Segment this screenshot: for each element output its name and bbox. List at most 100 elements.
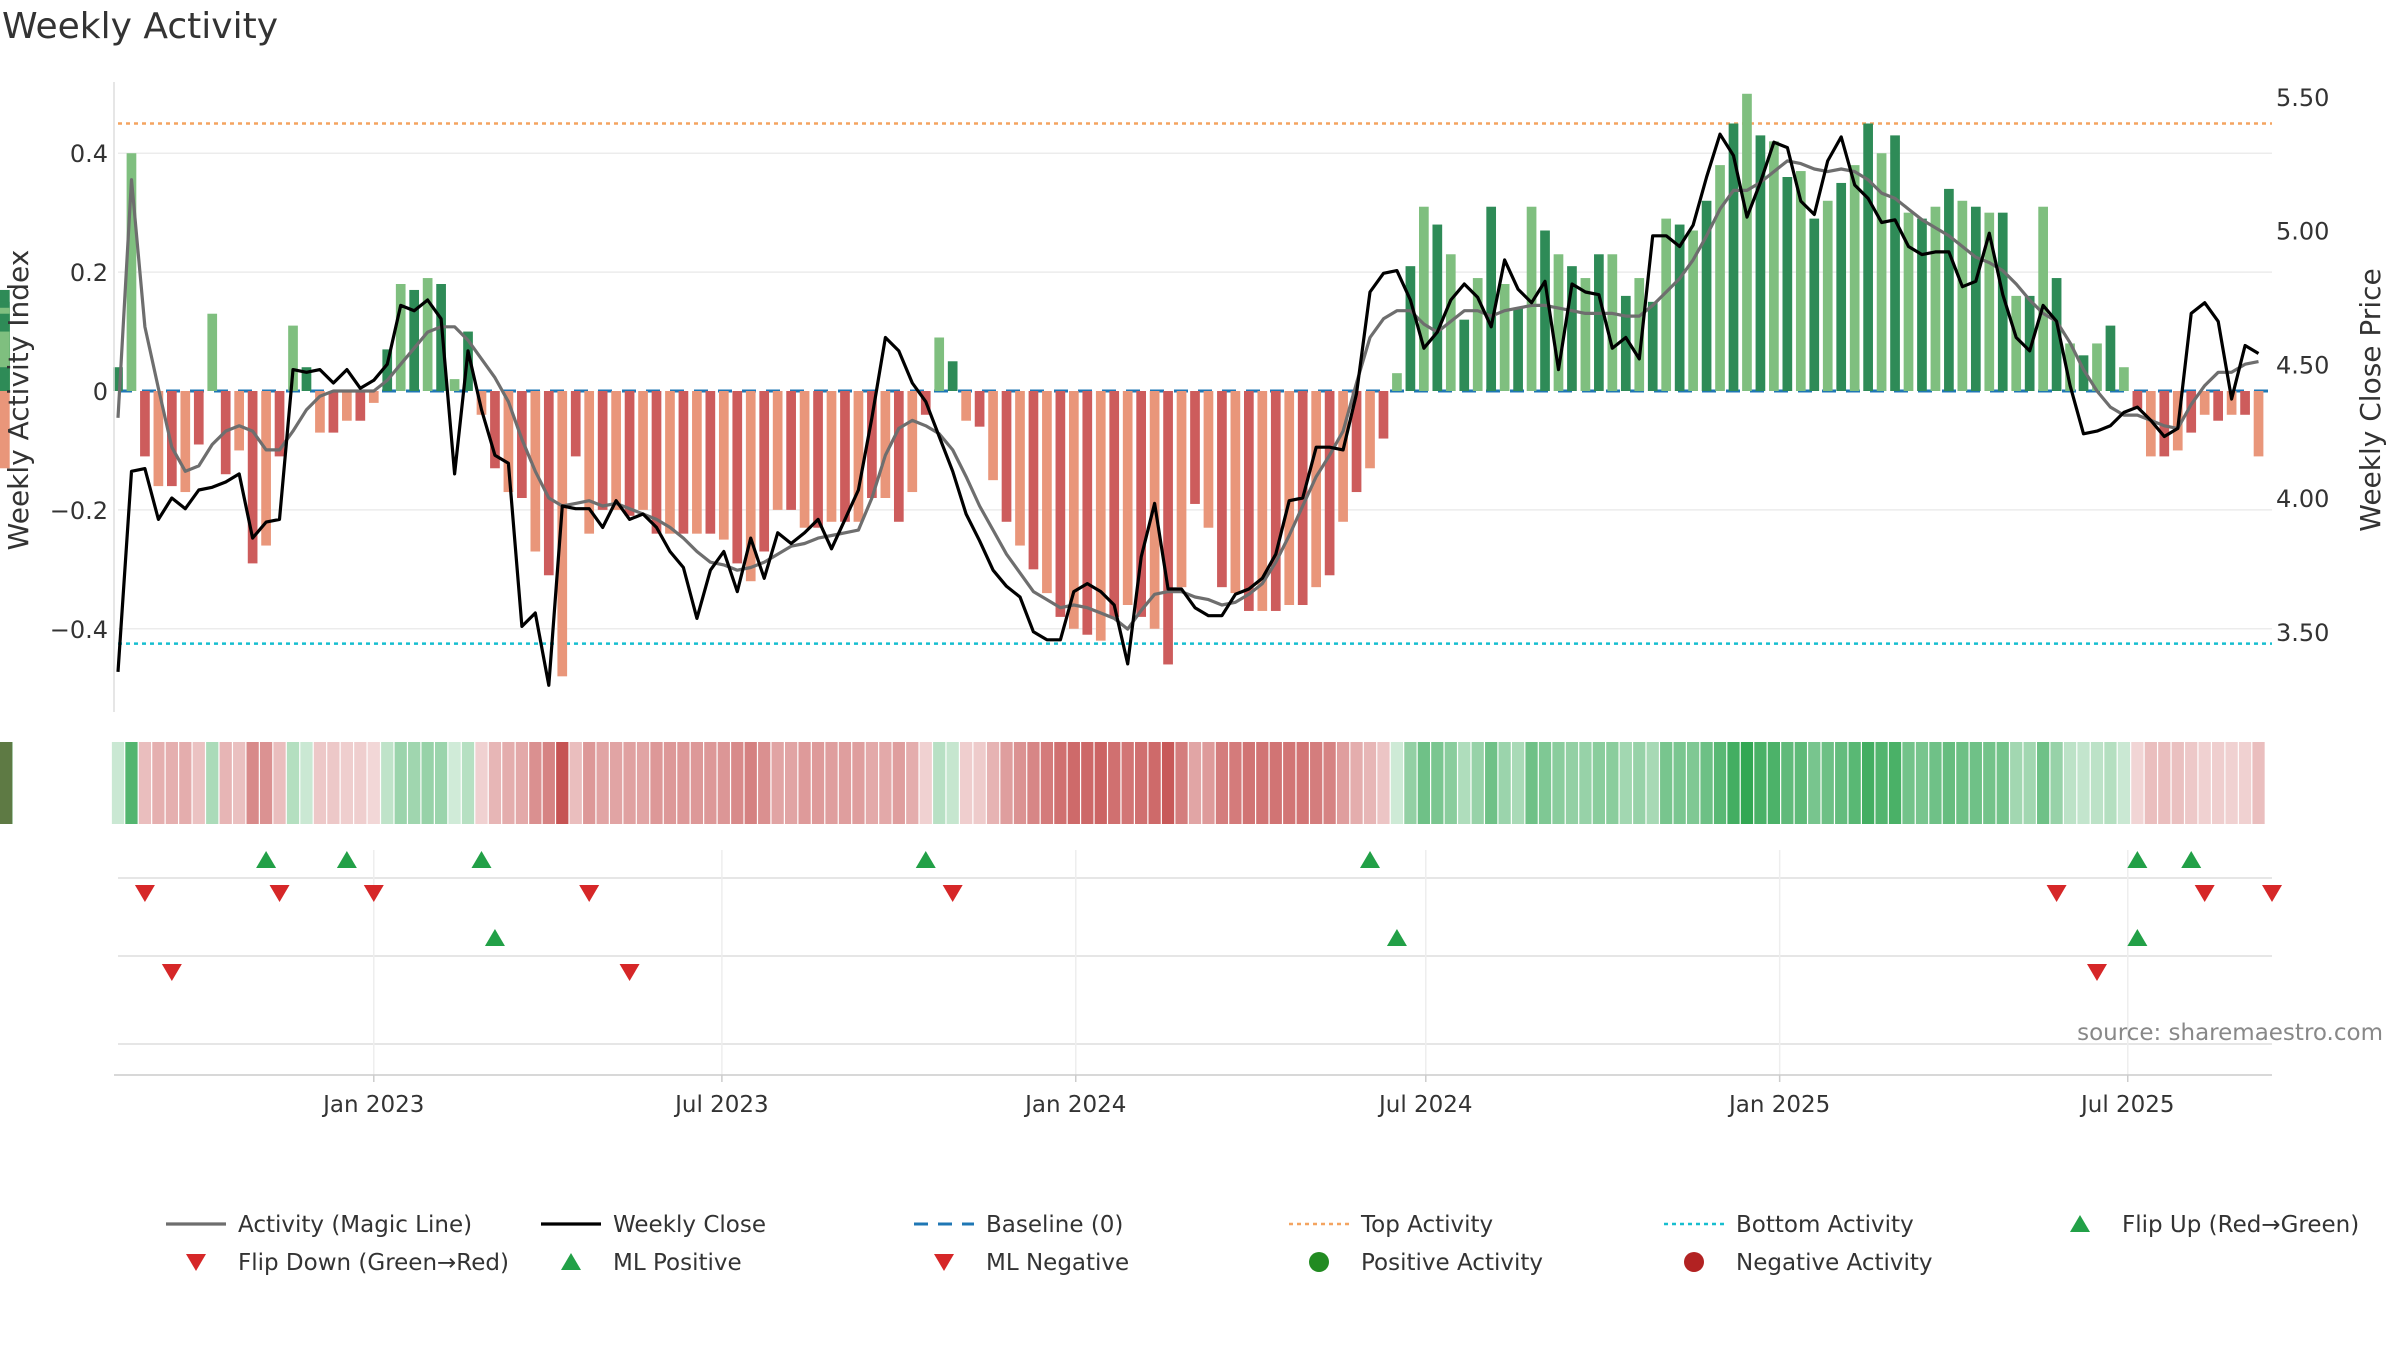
activity-bar (1284, 391, 1295, 605)
activity-bar (893, 391, 904, 522)
activity-bar (665, 391, 675, 534)
activity-bar (2092, 343, 2102, 391)
activity-bar (624, 391, 635, 516)
heat-cell (879, 742, 892, 824)
activity-bar (1028, 391, 1039, 570)
y-right-tick-label: 3.50 (2276, 619, 2329, 647)
heat-cell (1215, 742, 1229, 824)
heat-cell (2252, 742, 2265, 824)
heat-cell (0, 742, 13, 824)
heat-cell (1579, 742, 1592, 824)
legend-label: Bottom Activity (1736, 1212, 1914, 1238)
activity-bar (0, 391, 10, 469)
flip-up-marker (336, 851, 357, 868)
legend-label: Top Activity (1360, 1212, 1493, 1238)
heat-cell (825, 742, 838, 824)
legend-item: Positive Activity (1309, 1250, 1543, 1276)
heat-cell (152, 742, 165, 824)
heat-cell (0, 742, 13, 824)
flip-down-marker (2046, 885, 2067, 902)
heat-cell (1054, 742, 1067, 824)
activity-bar (1769, 141, 1779, 391)
activity-bar (611, 391, 621, 510)
activity-bar (1728, 123, 1739, 391)
heat-cell (246, 742, 259, 824)
legend-item: Bottom Activity (1664, 1212, 1914, 1238)
activity-bar (678, 391, 689, 534)
heat-cell (1202, 742, 1215, 824)
x-tick-label: Jan 2023 (321, 1092, 424, 1118)
legend-label: ML Positive (613, 1250, 742, 1276)
activity-bar (342, 391, 352, 421)
activity-bar (1607, 254, 1618, 391)
heat-cell (2238, 742, 2252, 824)
ml-positive-marker (1386, 929, 1407, 946)
heat-cell (1713, 742, 1727, 824)
heat-cell (0, 742, 13, 824)
activity-bar (234, 391, 245, 451)
activity-bar (1163, 391, 1173, 665)
heat-cell (1485, 742, 1498, 824)
heat-cell (1296, 742, 1309, 824)
activity-bar (113, 367, 123, 391)
heat-cell (2090, 742, 2104, 824)
activity-bar (395, 284, 406, 391)
activity-bar (153, 391, 164, 487)
heat-cell (2171, 742, 2184, 824)
legend-green-circle-icon (1309, 1252, 1329, 1272)
activity-bar (1324, 391, 1335, 576)
y-right-tick-label: 4.50 (2276, 351, 2329, 379)
weekly-close-line (116, 132, 2260, 687)
activity-bar (180, 391, 191, 493)
activity-bar (1513, 307, 1523, 391)
signal-rows (114, 850, 2282, 1076)
flip-down-marker (269, 885, 290, 902)
heat-cell (259, 742, 273, 824)
legend-label: Positive Activity (1361, 1250, 1543, 1276)
heat-cell (273, 742, 286, 824)
heat-cell (1310, 742, 1323, 824)
heat-cell (609, 742, 623, 824)
heat-cell (0, 742, 13, 824)
heat-cell (2037, 742, 2050, 824)
activity-bar (1082, 391, 1093, 635)
activity-bar (557, 391, 568, 677)
activity-bar (382, 349, 393, 391)
flip-down-marker (579, 885, 600, 902)
heat-cell (690, 742, 704, 824)
heat-cell (515, 742, 529, 824)
heat-cell (138, 742, 152, 824)
magic-line-layer (116, 159, 2259, 631)
heat-cell (2212, 742, 2225, 824)
heat-cell (1538, 742, 1552, 824)
source-credit: source: sharemaestro.com (2077, 1020, 2383, 1046)
flip-down-marker (2194, 885, 2215, 902)
legend-label: Weekly Close (613, 1212, 766, 1238)
activity-bar (1109, 391, 1120, 617)
activity-bar (1890, 135, 1900, 391)
flip-down-marker (363, 885, 384, 902)
activity-bar (1620, 295, 1631, 391)
flip-up-marker (915, 851, 936, 868)
activity-bar (1863, 123, 1873, 391)
heat-cell (1323, 742, 1336, 824)
heat-cell (1525, 742, 1538, 824)
heat-cell (1471, 742, 1484, 824)
activity-bar (2065, 343, 2075, 391)
heat-cell (206, 742, 219, 824)
heat-cell (1229, 742, 1242, 824)
heat-cell (0, 742, 13, 824)
activity-bar (1365, 391, 1375, 469)
legend-down-triangle-icon (934, 1254, 954, 1271)
activity-bar (1042, 391, 1052, 594)
heat-cell (1390, 742, 1404, 824)
activity-bar (1499, 284, 1510, 391)
activity-bar (732, 391, 743, 564)
activity-bar (1957, 200, 1968, 391)
y-left-tick-label: 0.2 (70, 259, 108, 287)
heat-cell (1363, 742, 1377, 824)
activity-bar (2105, 325, 2116, 391)
activity-bar (167, 391, 177, 487)
activity-bar (543, 391, 554, 576)
heat-cell (461, 742, 475, 824)
